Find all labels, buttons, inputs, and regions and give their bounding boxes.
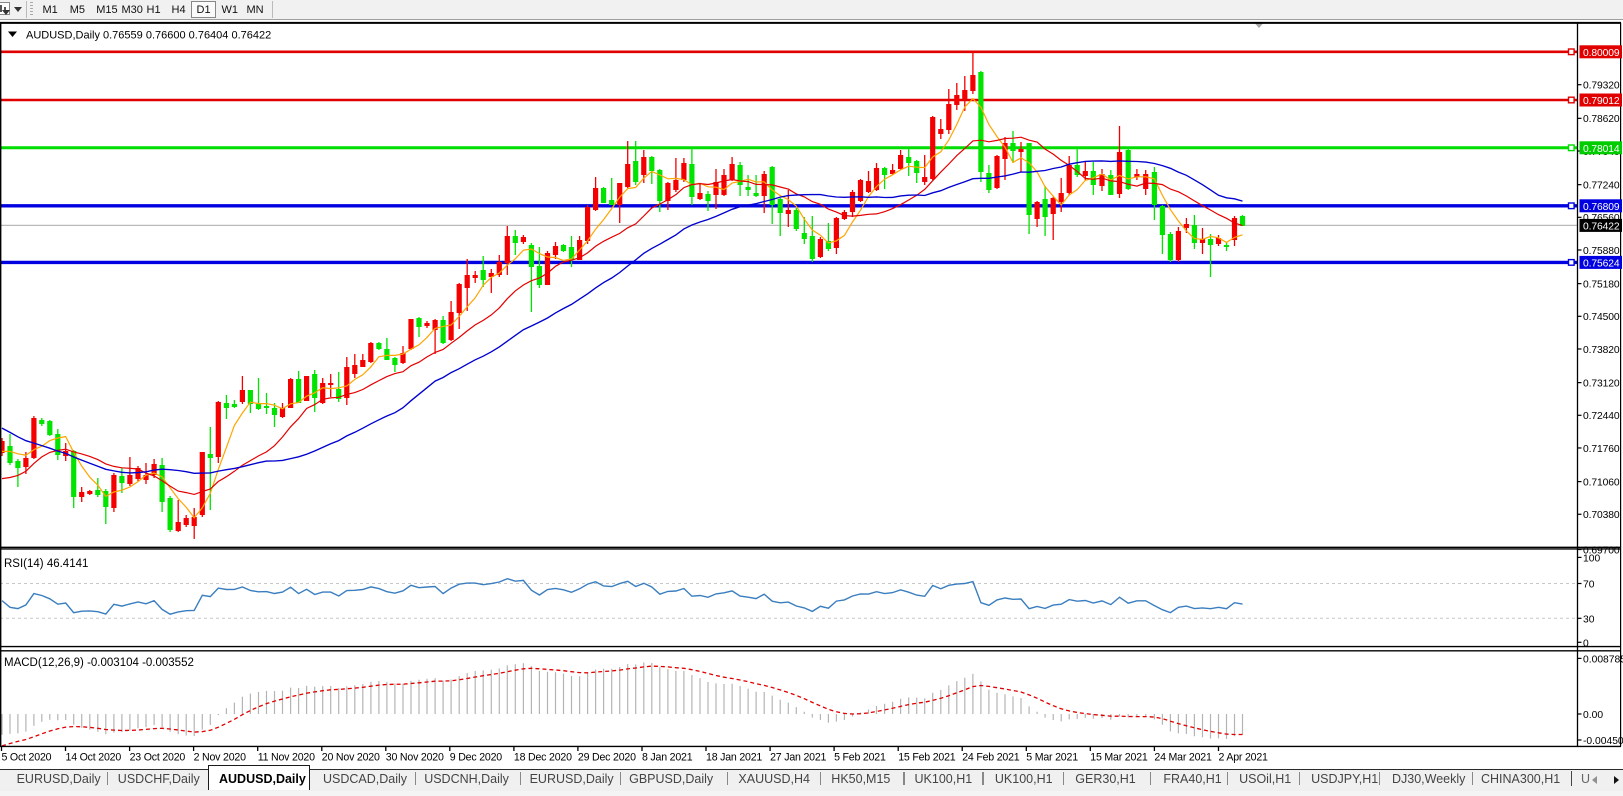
svg-text:27 Jan 2021: 27 Jan 2021 bbox=[770, 752, 826, 764]
svg-text:29 Dec 2020: 29 Dec 2020 bbox=[578, 752, 636, 764]
svg-text:0.80009: 0.80009 bbox=[1583, 48, 1620, 59]
svg-text:MACD(12,26,9) -0.003104 -0.003: MACD(12,26,9) -0.003104 -0.003552 bbox=[4, 657, 194, 669]
svg-text:2 Apr 2021: 2 Apr 2021 bbox=[1219, 752, 1269, 764]
svg-text:70: 70 bbox=[1583, 580, 1595, 591]
svg-text:0.76809: 0.76809 bbox=[1583, 202, 1620, 213]
svg-text:0.74500: 0.74500 bbox=[1583, 312, 1620, 323]
svg-text:14 Oct 2020: 14 Oct 2020 bbox=[66, 752, 122, 764]
svg-text:0.71760: 0.71760 bbox=[1583, 444, 1620, 455]
svg-text:100: 100 bbox=[1583, 553, 1600, 564]
svg-text:9 Dec 2020: 9 Dec 2020 bbox=[450, 752, 502, 764]
svg-text:0.69700: 0.69700 bbox=[1583, 545, 1620, 556]
svg-text:0: 0 bbox=[1583, 638, 1589, 649]
svg-text:8 Jan 2021: 8 Jan 2021 bbox=[642, 752, 693, 764]
svg-text:24 Mar 2021: 24 Mar 2021 bbox=[1154, 752, 1212, 764]
svg-text:24 Feb 2021: 24 Feb 2021 bbox=[962, 752, 1020, 764]
svg-text:18 Dec 2020: 18 Dec 2020 bbox=[514, 752, 572, 764]
svg-text:RSI(14) 46.4141: RSI(14) 46.4141 bbox=[4, 558, 88, 570]
svg-text:0.70380: 0.70380 bbox=[1583, 510, 1620, 521]
svg-text:15 Mar 2021: 15 Mar 2021 bbox=[1090, 752, 1148, 764]
svg-text:0.79012: 0.79012 bbox=[1583, 96, 1620, 107]
svg-text:0.76560: 0.76560 bbox=[1583, 213, 1620, 224]
svg-text:0.00: 0.00 bbox=[1583, 710, 1603, 721]
svg-text:20 Nov 2020: 20 Nov 2020 bbox=[322, 752, 380, 764]
svg-text:0.78014: 0.78014 bbox=[1583, 144, 1620, 155]
svg-text:0.75880: 0.75880 bbox=[1583, 246, 1620, 257]
svg-text:0.78620: 0.78620 bbox=[1583, 114, 1620, 125]
svg-text:30 Nov 2020: 30 Nov 2020 bbox=[386, 752, 444, 764]
svg-text:11 Nov 2020: 11 Nov 2020 bbox=[258, 752, 315, 764]
svg-text:5 Feb 2021: 5 Feb 2021 bbox=[834, 752, 886, 764]
svg-text:0.75180: 0.75180 bbox=[1583, 279, 1620, 290]
svg-text:0.73820: 0.73820 bbox=[1583, 345, 1620, 356]
svg-text:30: 30 bbox=[1583, 614, 1595, 625]
svg-text:15 Feb 2021: 15 Feb 2021 bbox=[898, 752, 956, 764]
svg-text:18 Jan 2021: 18 Jan 2021 bbox=[706, 752, 762, 764]
svg-text:5 Oct 2020: 5 Oct 2020 bbox=[2, 752, 52, 764]
svg-text:5 Mar 2021: 5 Mar 2021 bbox=[1026, 752, 1078, 764]
svg-text:0.73120: 0.73120 bbox=[1583, 378, 1620, 389]
svg-text:0.71060: 0.71060 bbox=[1583, 477, 1620, 488]
svg-text:0.76422: 0.76422 bbox=[1583, 221, 1620, 232]
svg-text:0.75624: 0.75624 bbox=[1583, 258, 1620, 269]
svg-text:0.77240: 0.77240 bbox=[1583, 180, 1620, 191]
svg-text:0.79320: 0.79320 bbox=[1583, 81, 1620, 92]
svg-text:2 Nov 2020: 2 Nov 2020 bbox=[194, 752, 246, 764]
svg-text:23 Oct 2020: 23 Oct 2020 bbox=[130, 752, 186, 764]
svg-text:0.72440: 0.72440 bbox=[1583, 411, 1620, 422]
svg-text:0.008785: 0.008785 bbox=[1583, 654, 1623, 665]
svg-text:AUDUSD,Daily 0.76559 0.76600: AUDUSD,Daily 0.76559 0.76600 0.76404 0.7… bbox=[26, 30, 271, 42]
svg-text:-0.004503: -0.004503 bbox=[1583, 736, 1623, 747]
